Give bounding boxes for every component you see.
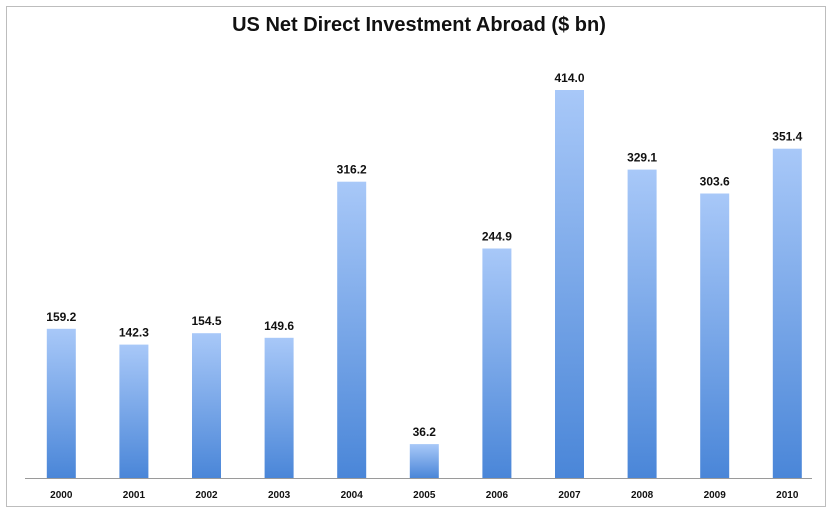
value-label-2008: 329.1: [627, 151, 657, 165]
bar-2008: [627, 169, 657, 478]
category-label-2005: 2005: [413, 490, 436, 501]
bar-2001: [119, 344, 149, 478]
bar-2000: [46, 328, 76, 478]
category-label-2006: 2006: [486, 490, 509, 501]
bar-2007: [555, 90, 584, 478]
value-label-2006: 244.9: [482, 230, 512, 244]
category-label-2007: 2007: [558, 490, 581, 501]
value-label-2001: 142.3: [119, 326, 149, 340]
category-label-2001: 2001: [123, 490, 146, 501]
value-label-2007: 414.0: [554, 71, 584, 85]
bar-2003: [264, 337, 294, 478]
bar-2006: [482, 248, 512, 478]
category-label-2010: 2010: [776, 490, 799, 501]
bar-2009: [700, 193, 730, 478]
value-label-2004: 316.2: [337, 163, 367, 177]
category-label-2009: 2009: [704, 490, 727, 501]
category-label-2002: 2002: [195, 490, 218, 501]
chart-title: US Net Direct Investment Abroad ($ bn): [232, 14, 606, 36]
value-label-2000: 159.2: [46, 310, 76, 324]
category-label-2003: 2003: [268, 490, 291, 501]
bar-2002: [192, 333, 221, 478]
bar-2005: [409, 444, 439, 478]
category-label-2000: 2000: [50, 490, 73, 501]
category-label-2008: 2008: [631, 490, 654, 501]
category-label-2004: 2004: [341, 490, 364, 501]
value-label-2002: 154.5: [191, 314, 221, 328]
bar-2004: [337, 181, 367, 478]
bar-2010: [772, 148, 802, 478]
value-label-2010: 351.4: [772, 130, 802, 144]
value-label-2009: 303.6: [700, 175, 730, 189]
value-label-2005: 36.2: [413, 425, 437, 439]
value-label-2003: 149.6: [264, 319, 294, 333]
